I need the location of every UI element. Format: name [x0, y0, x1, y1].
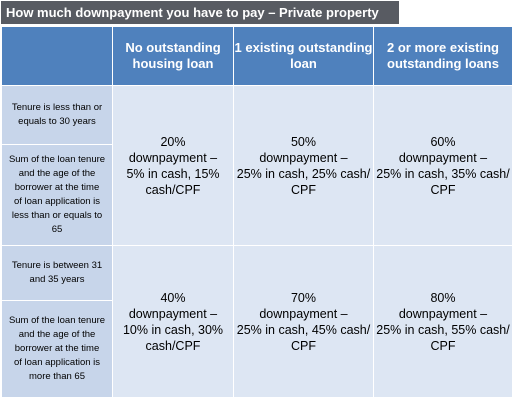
label-line: and the age of the	[18, 329, 96, 341]
label-line: of loan application is	[13, 195, 101, 207]
value-line: cash/CPF	[145, 182, 201, 197]
label-line: 65	[51, 223, 63, 235]
value-line: 25% in cash, 25% cash/	[236, 166, 371, 181]
label-line: equals to 30 years	[18, 115, 96, 127]
value-line: cash/CPF	[145, 338, 201, 353]
label-line: Sum of the loan tenure	[8, 153, 106, 165]
value-line: CPF	[430, 182, 456, 197]
value-line: 80%	[430, 290, 456, 305]
header-text-line: loan	[290, 56, 317, 72]
value-line: downpayment –	[259, 306, 348, 321]
value-cell-80-percent: 80% downpayment – 25% in cash, 55% cash/…	[373, 245, 513, 398]
value-cell-20-percent: 20% downpayment – 5% in cash, 15% cash/C…	[112, 85, 234, 247]
header-text-line: No outstanding	[125, 40, 221, 56]
value-cell-50-percent: 50% downpayment – 25% in cash, 25% cash/…	[233, 85, 374, 247]
header-corner-cell	[1, 25, 113, 87]
header-text-line: 1 existing outstanding	[234, 40, 373, 56]
value-line: downpayment –	[128, 150, 218, 165]
value-line: 50%	[290, 134, 317, 149]
value-line: 25% in cash, 45% cash/	[236, 322, 371, 337]
header-one-outstanding-loan: 1 existing outstanding loan	[233, 25, 374, 87]
label-line: of loan application is	[13, 357, 101, 369]
label-line: Tenure is less than or	[11, 101, 103, 113]
header-two-or-more-loans: 2 or more existing outstanding loans	[373, 25, 513, 87]
row-label-sum-over-65: Sum of the loan tenure and the age of th…	[1, 300, 113, 398]
value-line: 70%	[290, 290, 317, 305]
value-line: 25% in cash, 35% cash/	[376, 166, 510, 181]
value-line: downpayment –	[259, 150, 348, 165]
value-line: 60%	[430, 134, 456, 149]
value-line: 20%	[160, 134, 186, 149]
value-line: 25% in cash, 55% cash/	[376, 322, 510, 337]
label-line: Sum of the loan tenure	[8, 315, 106, 327]
label-line: Tenure is between 31	[11, 260, 103, 272]
value-line: CPF	[291, 338, 316, 353]
label-line: borrower at the time	[14, 343, 100, 355]
label-line: less than or equals to	[11, 209, 103, 221]
value-line: downpayment –	[128, 306, 218, 321]
row-label-tenure-30: Tenure is less than or equals to 30 year…	[1, 85, 113, 145]
value-cell-40-percent: 40% downpayment – 10% in cash, 30% cash/…	[112, 245, 234, 398]
label-line: more than 65	[29, 371, 85, 383]
header-row: No outstanding housing loan 1 existing o…	[1, 25, 513, 87]
label-line: and 35 years	[29, 274, 85, 286]
label-line: and the age of the	[18, 167, 96, 179]
value-line: downpayment –	[398, 150, 488, 165]
value-line: 5% in cash, 15%	[126, 166, 220, 181]
header-no-outstanding-loan: No outstanding housing loan	[112, 25, 234, 87]
value-line: CPF	[430, 338, 456, 353]
label-line: borrower at the time	[14, 181, 100, 193]
table-row: Sum of the loan tenure and the age of th…	[1, 143, 513, 247]
value-line: 40%	[160, 290, 186, 305]
value-cell-70-percent: 70% downpayment – 25% in cash, 45% cash/…	[233, 245, 374, 398]
table-title: How much downpayment you have to pay – P…	[0, 0, 400, 25]
table-row: Tenure is between 31 and 35 years 40% do…	[1, 245, 513, 398]
header-text-line: 2 or more existing	[387, 40, 499, 56]
value-line: CPF	[291, 182, 316, 197]
value-cell-60-percent: 60% downpayment – 25% in cash, 35% cash/…	[373, 85, 513, 247]
header-text-line: outstanding loans	[387, 56, 499, 72]
table-row: Sum of the loan tenure and the age of th…	[1, 300, 513, 398]
value-line: 10% in cash, 30%	[122, 322, 224, 337]
row-label-sum-up-to-65: Sum of the loan tenure and the age of th…	[1, 143, 113, 247]
row-label-tenure-31-35: Tenure is between 31 and 35 years	[1, 245, 113, 302]
table-row: Tenure is less than or equals to 30 year…	[1, 85, 513, 247]
header-text-line: housing loan	[132, 56, 214, 72]
value-line: downpayment –	[398, 306, 488, 321]
downpayment-table: No outstanding housing loan 1 existing o…	[1, 25, 513, 398]
